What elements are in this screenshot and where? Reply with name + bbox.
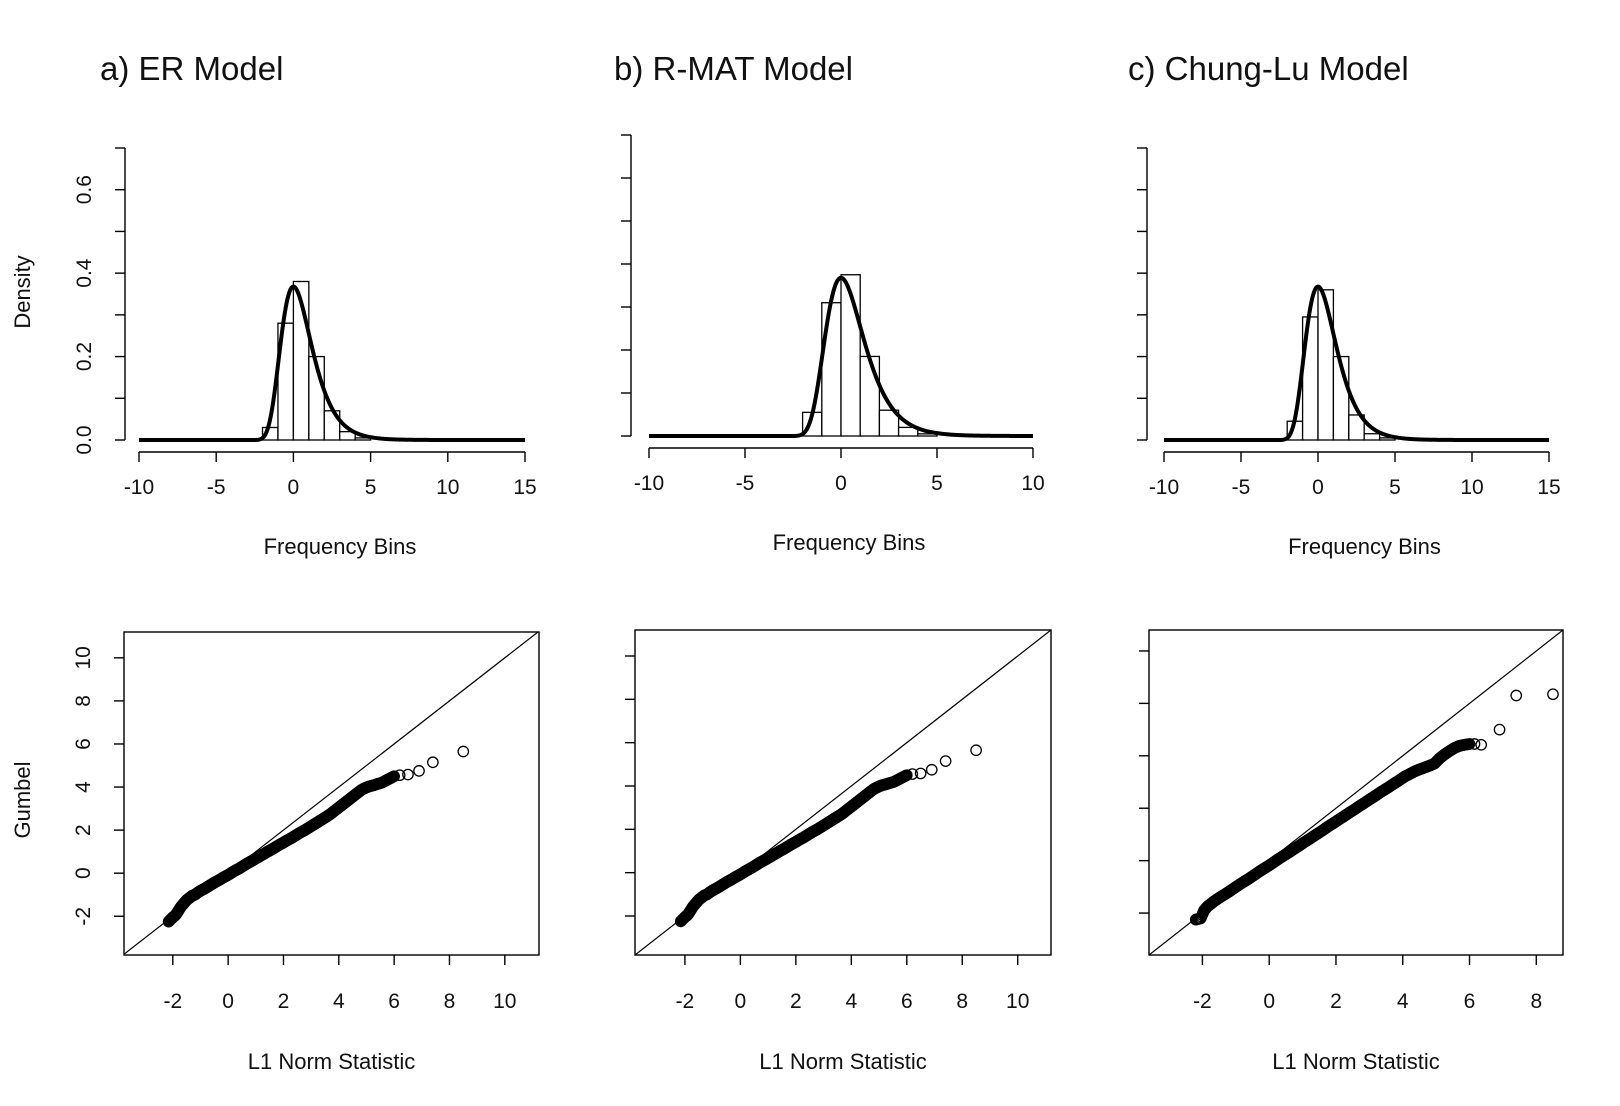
x-tick-label: 8	[1530, 990, 1542, 1013]
x-tick-label: 0	[222, 990, 234, 1013]
y-tick-label: 2	[72, 824, 95, 836]
panel-title: c) Chung-Lu Model	[1128, 50, 1409, 87]
plot-frame	[123, 631, 540, 956]
histogram-bar	[339, 431, 356, 441]
x-tick-label: 0	[835, 472, 847, 495]
x-tick-label: 5	[365, 476, 377, 499]
x-tick-label: 4	[333, 990, 345, 1013]
x-tick-label: -5	[736, 472, 755, 495]
plot-frame	[1148, 629, 1564, 956]
chart-hist-er: a) ER Model 0.0 0.2 0.4 0.6 -10 -5 0 5 10 15 Freque…	[73, 50, 537, 559]
x-axis-title: Frequency Bins	[1288, 534, 1441, 559]
x-tick-label: 4	[1397, 990, 1409, 1013]
x-tick-label: 8	[444, 990, 456, 1013]
qq-point	[402, 768, 414, 781]
chart-qq-rmat: -2 0 2 4 6 8 10 L1 Norm Statistic	[625, 629, 1052, 1074]
x-tick-label: -2	[676, 990, 695, 1013]
qq-point	[388, 770, 400, 783]
gumbel-axis-label: Gumbel	[10, 761, 35, 838]
x-axis-title: Frequency Bins	[773, 530, 926, 555]
x-tick-label: 6	[1464, 990, 1476, 1013]
x-tick-label: 15	[513, 476, 536, 499]
x-tick-label: 0	[1263, 990, 1275, 1013]
y-tick-label: 8	[72, 695, 95, 707]
gumbel-density-curve	[649, 275, 1033, 438]
chart-qq-er: -2 0 2 4 6 8 10 -2 0 2 4 6 8 10 L1 Norm Statistic	[72, 631, 540, 1074]
qq-point	[1547, 688, 1559, 701]
y-tick-label: 10	[72, 646, 95, 669]
qq-point	[970, 744, 982, 757]
qq-point	[906, 768, 919, 780]
histogram-bar	[878, 409, 900, 437]
y-tick-label: 0.0	[73, 425, 96, 454]
x-tick-label: -2	[1193, 990, 1212, 1013]
plot-frame	[634, 629, 1052, 956]
y-tick-label: 0	[72, 867, 95, 879]
qq-point	[939, 755, 952, 767]
y-tick-label: 0.6	[73, 175, 96, 204]
x-tick-label: -5	[1232, 476, 1251, 499]
x-axis-title: L1 Norm Statistic	[1272, 1049, 1440, 1074]
x-axis-title: L1 Norm Statistic	[248, 1049, 416, 1074]
reference-line	[1149, 630, 1563, 955]
x-tick-label: -5	[207, 476, 226, 499]
y-tick-label: 0.2	[73, 342, 96, 371]
y-tick-label: 0.4	[73, 258, 96, 288]
panel-title: a) ER Model	[100, 50, 283, 87]
x-tick-label: 10	[1021, 472, 1044, 495]
chart-qq-chunglu: -2 0 2 4 6 8 L1 Norm Statistic	[1139, 629, 1564, 1074]
qq-point	[1510, 689, 1523, 702]
y-tick-label: -2	[72, 907, 95, 926]
histogram-bar	[1348, 414, 1365, 441]
x-tick-label: -10	[634, 472, 664, 495]
x-tick-label: 2	[1330, 990, 1342, 1013]
x-tick-label: 8	[956, 990, 968, 1013]
qq-point	[914, 767, 927, 780]
qq-point	[457, 745, 470, 758]
x-tick-label: 2	[278, 990, 290, 1013]
x-tick-label: -2	[163, 990, 182, 1013]
qq-point	[1475, 738, 1488, 751]
qq-point	[393, 769, 406, 782]
x-tick-label: 10	[1460, 476, 1483, 499]
x-tick-label: 6	[901, 990, 913, 1013]
qq-point	[900, 769, 913, 782]
gumbel-density-curve	[1164, 284, 1549, 442]
qq-point	[427, 756, 439, 769]
panel-title: b) R-MAT Model	[614, 50, 853, 87]
histogram-bar	[821, 302, 842, 437]
histogram-bar	[859, 355, 881, 437]
x-tick-label: 0	[735, 990, 747, 1013]
qq-point	[1493, 723, 1506, 736]
x-axis-title: Frequency Bins	[264, 534, 417, 559]
x-tick-label: 5	[931, 472, 943, 495]
x-tick-label: 2	[790, 990, 802, 1013]
x-tick-label: 0	[1312, 476, 1324, 499]
y-tick-label: 4	[72, 781, 95, 793]
chart-hist-rmat: b) R-MAT Model -10 -5 0 5 10 Frequency Bins	[614, 50, 1045, 555]
x-tick-label: 10	[1006, 990, 1029, 1013]
histogram-bar	[897, 426, 919, 437]
x-tick-label: 6	[388, 990, 400, 1013]
x-tick-label: 0	[288, 476, 300, 499]
qq-point	[413, 765, 425, 777]
x-tick-label: 10	[436, 476, 459, 499]
qq-point	[925, 763, 938, 776]
x-tick-label: 10	[493, 990, 516, 1013]
x-tick-label: 15	[1537, 476, 1560, 499]
x-tick-label: 5	[1389, 476, 1401, 499]
x-tick-label: -10	[124, 476, 154, 499]
y-tick-label: 6	[72, 738, 95, 750]
x-axis-title: L1 Norm Statistic	[759, 1049, 927, 1074]
density-axis-label: Density	[10, 255, 35, 328]
x-tick-label: 4	[845, 990, 857, 1013]
chart-hist-chunglu: c) Chung-Lu Model -10 -5 0 5 10 15 Frequency Bi…	[1128, 50, 1561, 559]
qq-point	[1468, 738, 1481, 750]
histogram-bar	[1317, 289, 1335, 441]
histogram-bar	[1363, 433, 1381, 441]
gumbel-density-curve	[139, 284, 525, 442]
x-tick-label: -10	[1149, 476, 1179, 499]
qq-point	[1463, 738, 1476, 750]
